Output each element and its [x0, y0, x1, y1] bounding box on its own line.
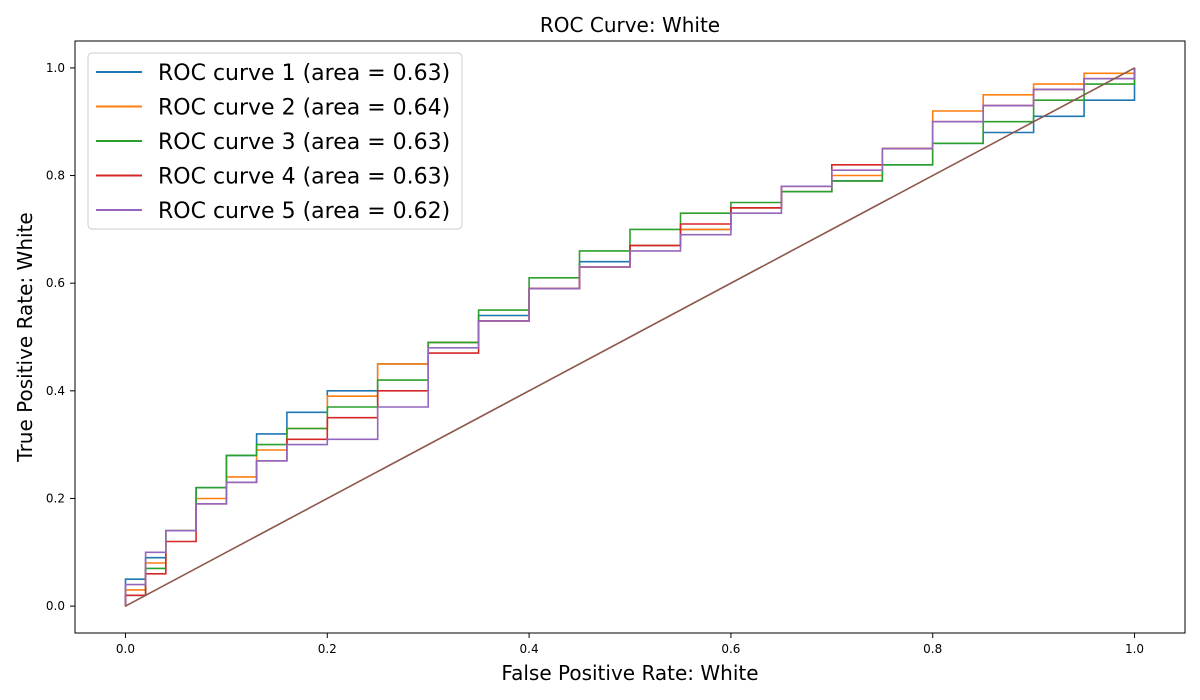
legend-entry: ROC curve 5 (area = 0.62) [158, 199, 450, 224]
x-tick-label: 0.0 [116, 642, 135, 656]
legend-entry: ROC curve 3 (area = 0.63) [158, 130, 450, 155]
plot-frame [74, 40, 1186, 634]
y-axis-label: True Positive Rate: White [13, 212, 37, 462]
x-tick-label: 0.8 [923, 642, 942, 656]
roc-curve-5 [124, 67, 1136, 607]
y-tick-label: 0.8 [46, 169, 65, 183]
y-tick-label: 0.4 [46, 384, 65, 398]
y-axis-ticks: 0.0 0.2 0.4 0.6 0.8 1.0 [46, 61, 75, 613]
legend-entry: ROC curve 1 (area = 0.63) [158, 61, 450, 86]
x-tick-label: 1.0 [1125, 642, 1144, 656]
x-tick-label: 0.2 [318, 642, 337, 656]
y-tick-label: 0.6 [46, 276, 65, 290]
x-tick-label: 0.4 [520, 642, 539, 656]
y-tick-label: 0.2 [46, 491, 65, 505]
y-tick-label: 0.0 [46, 599, 65, 613]
x-tick-label: 0.6 [721, 642, 740, 656]
x-axis-label: False Positive Rate: White [501, 661, 758, 685]
x-axis-ticks: 0.0 0.2 0.4 0.6 0.8 1.0 [116, 633, 1144, 656]
y-tick-label: 1.0 [46, 61, 65, 75]
legend: ROC curve 1 (area = 0.63) ROC curve 2 (ar… [87, 52, 463, 230]
chance-line [125, 67, 1135, 607]
chart-title: ROC Curve: White [540, 13, 720, 37]
legend-entry: ROC curve 4 (area = 0.63) [158, 165, 450, 190]
legend-entry: ROC curve 2 (area = 0.64) [158, 96, 450, 121]
legend-box [87, 52, 463, 230]
plot-series [124, 67, 1136, 607]
